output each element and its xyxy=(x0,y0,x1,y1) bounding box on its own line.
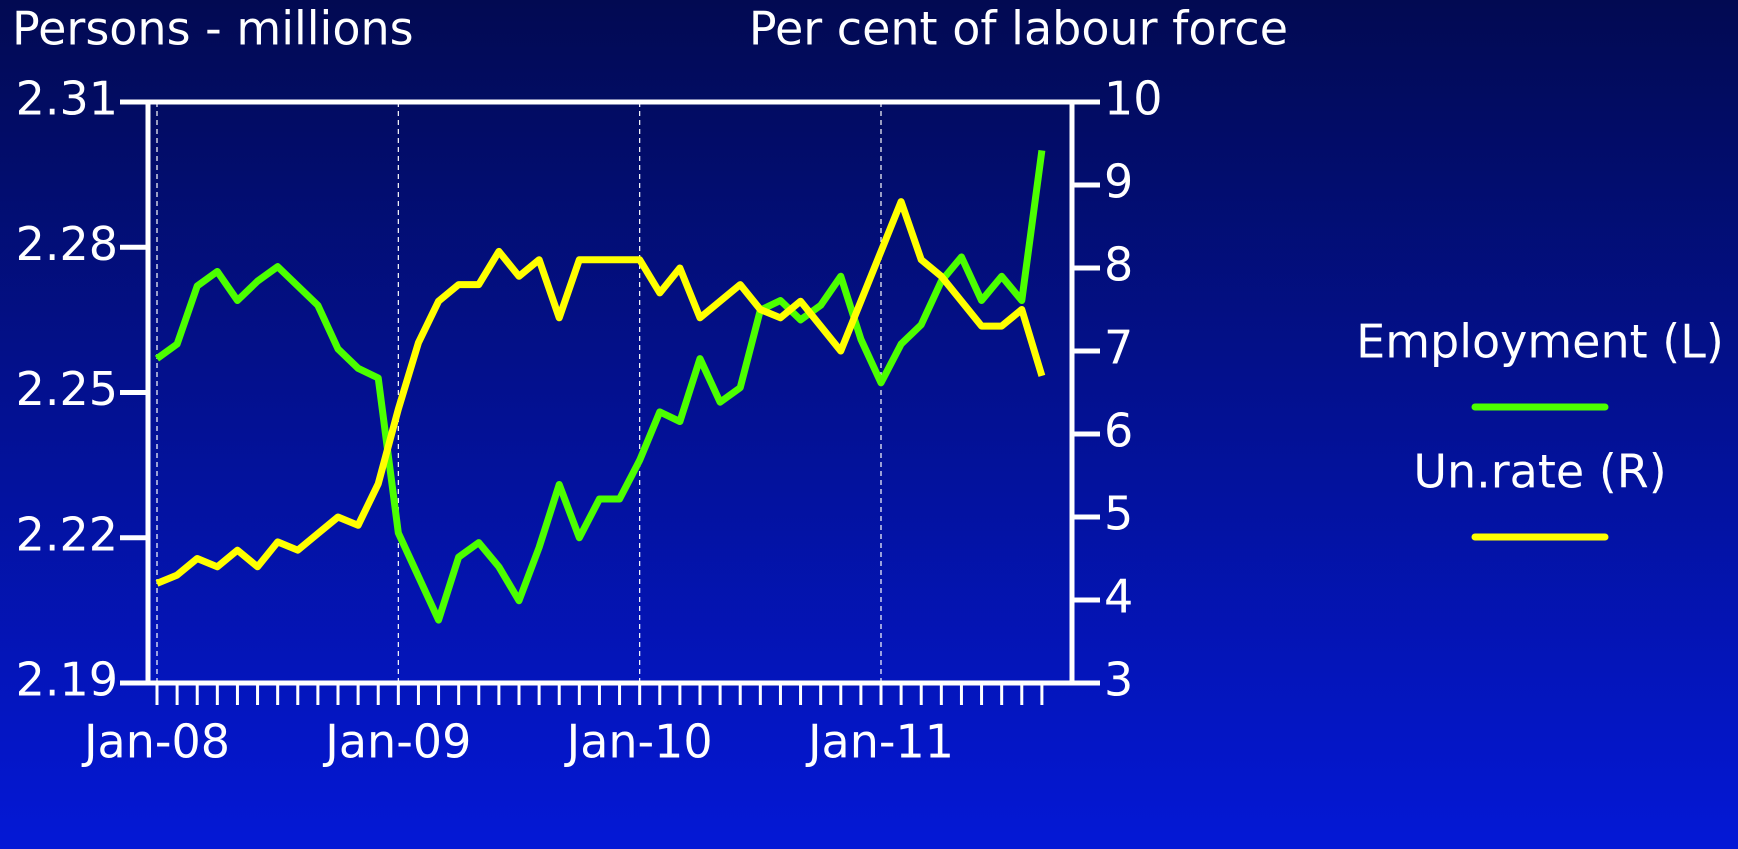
y2-tick-label: 5 xyxy=(1104,487,1133,541)
legend-label: Un.rate (R) xyxy=(1413,445,1666,499)
y2-tick-label: 9 xyxy=(1104,155,1133,209)
x-tick-label: Jan-11 xyxy=(805,715,954,769)
y-tick-label: 2.22 xyxy=(16,507,118,561)
legend-label: Employment (L) xyxy=(1356,315,1724,369)
plot-frame xyxy=(145,99,1075,686)
y2-tick-label: 4 xyxy=(1104,570,1133,624)
y2-tick-label: 7 xyxy=(1104,321,1133,375)
series-line xyxy=(155,198,1046,587)
y2-tick-label: 8 xyxy=(1104,238,1133,292)
y-tick-label: 2.28 xyxy=(16,217,118,271)
x-tick-label: Jan-09 xyxy=(322,715,471,769)
y-tick-label: 2.25 xyxy=(16,362,118,416)
x-tick-label: Jan-10 xyxy=(564,715,713,769)
y2-tick-label: 3 xyxy=(1104,653,1133,707)
y-tick-label: 2.31 xyxy=(16,72,118,126)
y2-tick-label: 10 xyxy=(1104,72,1163,126)
y2-tick-label: 6 xyxy=(1104,404,1133,458)
series-line xyxy=(154,149,1046,624)
y-tick-label: 2.19 xyxy=(16,653,118,707)
y2-axis-label: Per cent of labour force xyxy=(749,2,1288,56)
x-tick-label: Jan-08 xyxy=(81,715,230,769)
y-axis-label: Persons - millions xyxy=(12,2,414,56)
